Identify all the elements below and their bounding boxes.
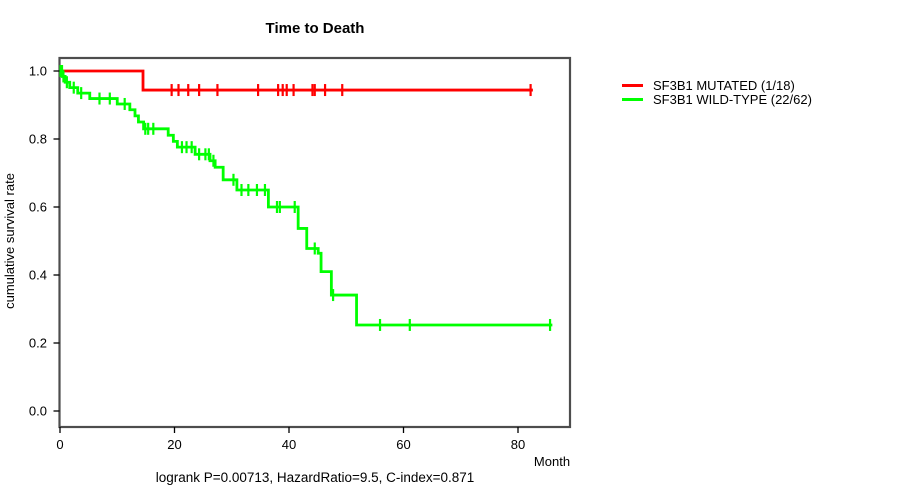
- survival-curves: [59, 65, 553, 331]
- x-axis-title: Month: [534, 454, 570, 469]
- legend-line-mutated-swatch: [622, 84, 643, 87]
- y-tick-label: 0.0: [29, 404, 47, 419]
- censor-marks-wild-type: [59, 65, 552, 331]
- plot-border: [58, 56, 572, 429]
- y-tick-label: 0.8: [29, 132, 47, 147]
- y-axis-title: cumulative survival rate: [2, 173, 17, 309]
- x-tick-label: 80: [511, 437, 525, 452]
- x-tick-label: 60: [396, 437, 410, 452]
- y-tick-label: 1.0: [29, 64, 47, 79]
- legend-line-wild-type-swatch: [622, 98, 643, 101]
- x-axis-ticks: 0 20 40 60 80: [56, 427, 525, 452]
- x-tick-label: 20: [167, 437, 181, 452]
- survival-curve-wild-type: [60, 69, 553, 327]
- legend-item-mutated: SF3B1 MUTATED (1/18): [622, 79, 812, 92]
- censor-marks-mutated: [170, 84, 532, 97]
- x-tick-label: 40: [282, 437, 296, 452]
- stats-annotation: logrank P=0.00713, HazardRatio=9.5, C-in…: [156, 470, 475, 485]
- y-axis-ticks: 0.0 0.2 0.4 0.6 0.8 1.0: [29, 64, 60, 419]
- legend-label-wild-type: SF3B1 WILD-TYPE (22/62): [653, 92, 812, 107]
- y-tick-label: 0.4: [29, 268, 47, 283]
- chart-title: Time to Death: [266, 20, 365, 37]
- survival-curve-mutated: [60, 69, 533, 92]
- y-tick-label: 0.2: [29, 336, 47, 351]
- legend-item-wild-type: SF3B1 WILD-TYPE (22/62): [622, 93, 812, 106]
- y-tick-label: 0.6: [29, 200, 47, 215]
- legend-label-mutated: SF3B1 MUTATED (1/18): [653, 78, 795, 93]
- x-tick-label: 0: [56, 437, 63, 452]
- legend: SF3B1 MUTATED (1/18) SF3B1 WILD-TYPE (22…: [622, 79, 812, 107]
